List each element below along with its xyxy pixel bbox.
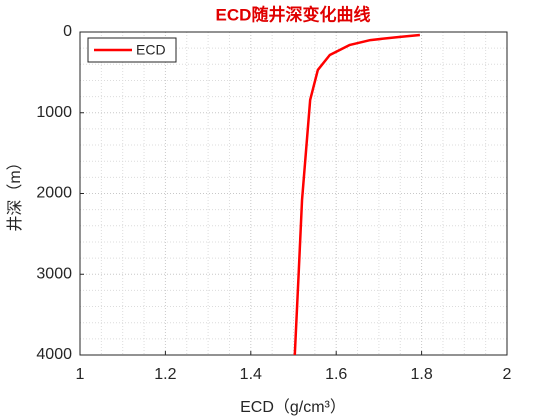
legend-label: ECD — [136, 42, 166, 58]
y-tick-label: 2000 — [36, 185, 72, 202]
chart-title: ECD随井深变化曲线 — [216, 4, 371, 24]
x-tick-label: 1.8 — [410, 366, 432, 383]
y-tick-label: 4000 — [36, 346, 72, 363]
x-tick-label: 1 — [76, 366, 85, 383]
x-axis-label: ECD（g/cm³） — [240, 398, 346, 416]
y-tick-label: 1000 — [36, 104, 72, 121]
x-tick-label: 1.6 — [325, 366, 347, 383]
x-tick-label: 2 — [503, 366, 512, 383]
x-tick-label: 1.4 — [240, 366, 262, 383]
data-line — [293, 33, 421, 356]
axes-box — [79, 31, 508, 356]
y-tick-label: 0 — [63, 23, 72, 40]
y-tick-label: 3000 — [36, 265, 72, 282]
x-tick-label: 1.2 — [154, 366, 176, 383]
y-axis-label: 井深（m） — [6, 154, 24, 231]
